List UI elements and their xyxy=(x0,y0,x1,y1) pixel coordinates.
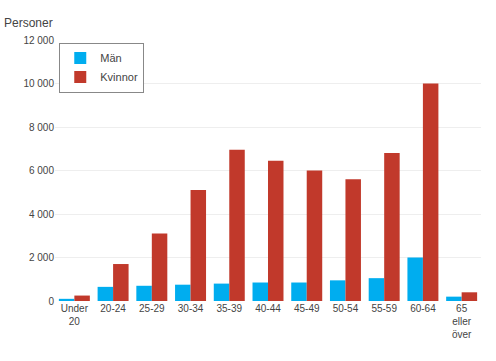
svg-text:20-24: 20-24 xyxy=(100,303,126,314)
svg-text:50-54: 50-54 xyxy=(333,303,359,314)
svg-text:40-44: 40-44 xyxy=(255,303,281,314)
svg-text:Personer: Personer xyxy=(4,16,53,30)
svg-text:60-64: 60-64 xyxy=(410,303,436,314)
svg-text:25-29: 25-29 xyxy=(139,303,165,314)
svg-text:Män: Män xyxy=(100,52,121,64)
svg-text:8 000: 8 000 xyxy=(29,122,54,133)
svg-text:55-59: 55-59 xyxy=(371,303,397,314)
svg-text:6 000: 6 000 xyxy=(29,165,54,176)
svg-text:Under20: Under20 xyxy=(61,303,89,327)
svg-text:Kvinnor: Kvinnor xyxy=(100,71,138,83)
svg-text:10 000: 10 000 xyxy=(23,78,54,89)
svg-text:12 000: 12 000 xyxy=(23,35,54,46)
svg-text:35-39: 35-39 xyxy=(216,303,242,314)
svg-text:45-49: 45-49 xyxy=(294,303,320,314)
svg-text:0: 0 xyxy=(48,296,54,307)
svg-text:30-34: 30-34 xyxy=(178,303,204,314)
svg-text:4 000: 4 000 xyxy=(29,209,54,220)
svg-text:2 000: 2 000 xyxy=(29,252,54,263)
svg-text:65elleröver: 65elleröver xyxy=(452,303,472,340)
